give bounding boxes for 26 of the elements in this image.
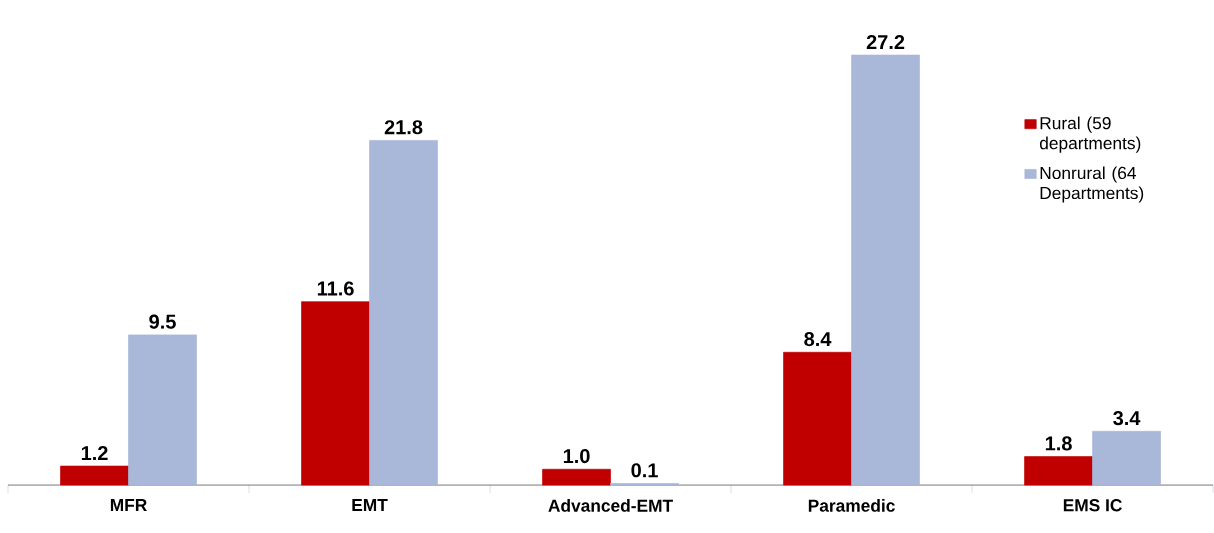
data-label: 0.1 xyxy=(631,463,658,478)
bar xyxy=(301,301,370,486)
legend-label: Nonrural (64 Departments) xyxy=(1040,166,1144,203)
x-tick-label: Paramedic xyxy=(808,499,895,512)
data-label: 3.4 xyxy=(1113,410,1141,426)
bar xyxy=(542,468,611,486)
legend-label: Rural (59 departments) xyxy=(1039,116,1141,153)
x-tick-label: EMS IC xyxy=(1063,499,1122,512)
bar xyxy=(369,140,438,486)
x-tick-label: MFR xyxy=(110,499,147,511)
data-label: 11.6 xyxy=(317,281,354,296)
data-label: 27.2 xyxy=(866,34,905,49)
data-label: 9.5 xyxy=(149,314,176,329)
bar xyxy=(1092,430,1161,486)
data-label: 1.8 xyxy=(1045,436,1072,451)
bar xyxy=(1024,456,1093,486)
bar xyxy=(60,465,129,486)
data-label: 21.8 xyxy=(384,120,423,135)
bar xyxy=(783,351,852,486)
x-tick-label: Advanced-EMT xyxy=(548,499,673,512)
x-tick-label: EMT xyxy=(352,499,388,511)
data-label: 1.0 xyxy=(563,448,590,464)
bar xyxy=(128,334,197,486)
bar xyxy=(851,54,920,486)
data-label: 1.2 xyxy=(81,445,108,460)
data-label: 8.4 xyxy=(804,331,832,347)
